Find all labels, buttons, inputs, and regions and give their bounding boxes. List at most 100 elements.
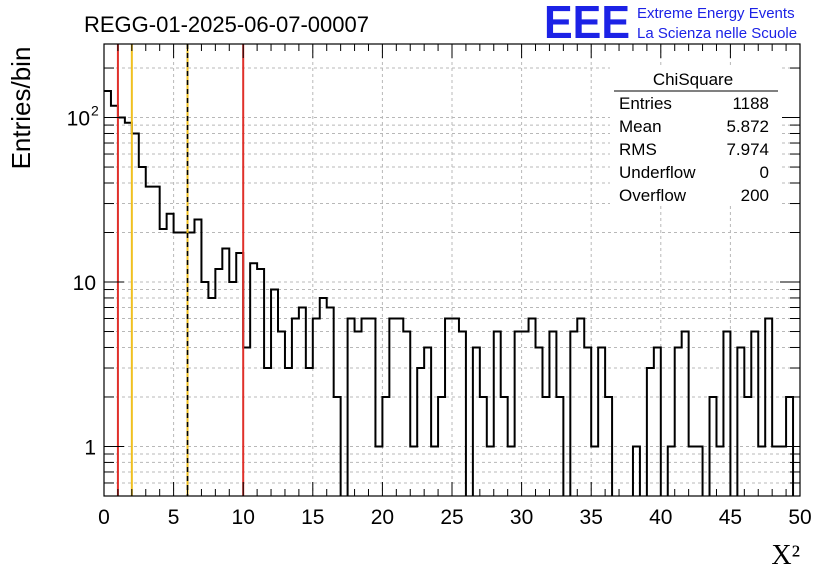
histogram-bin (222, 248, 229, 496)
y-tick-label: 10 (67, 108, 90, 131)
histogram-bin (194, 219, 201, 496)
x-axis: 0 5 10 15 20 25 30 35 40 45 50 (98, 44, 812, 529)
histogram-bin (647, 368, 654, 496)
cut-lines (116, 44, 245, 496)
histogram-bin (508, 446, 515, 496)
histogram-bin (515, 332, 522, 496)
histogram-bin (591, 446, 598, 496)
stats-value-rms: 7.974 (726, 140, 769, 159)
x-tick-label: 5 (168, 506, 180, 529)
x-tick-label: 20 (371, 506, 394, 529)
histogram-bin (299, 307, 306, 496)
stats-label-entries: Entries (619, 94, 672, 113)
y-axis-label: Entries/bin (6, 47, 36, 170)
stats-label-underflow: Underflow (619, 163, 696, 182)
histogram-bin (556, 397, 563, 496)
x-tick-label: 35 (580, 506, 603, 529)
stats-box: ChiSquare Entries 1188 Mean 5.872 RMS 7.… (610, 66, 782, 206)
histogram-bin (257, 269, 264, 496)
histogram-series (104, 90, 795, 496)
y-tick-label: 10 (73, 272, 96, 295)
histogram-bin (654, 347, 661, 496)
histogram-bin (188, 233, 195, 496)
x-tick-label: 40 (649, 506, 672, 529)
x-tick-label: 45 (719, 506, 742, 529)
x-tick-label: 25 (440, 506, 463, 529)
histogram-bin (779, 446, 786, 496)
histogram-bin (570, 332, 577, 496)
histogram-bin (501, 397, 508, 496)
histogram-bin (494, 332, 501, 496)
histogram-bin (668, 446, 675, 496)
histogram-bin (250, 263, 257, 496)
stats-value-mean: 5.872 (726, 117, 769, 136)
y-tick-label: 1 (84, 436, 96, 459)
histogram-bin (201, 282, 208, 496)
histogram-bin (438, 397, 445, 496)
histogram-bin (751, 332, 758, 496)
histogram-bin (675, 347, 682, 496)
stats-title: ChiSquare (653, 70, 733, 89)
histogram-bin (389, 319, 396, 496)
histogram-bin (723, 332, 730, 496)
stats-label-mean: Mean (619, 117, 662, 136)
histogram-bin (181, 233, 188, 496)
histogram-bin (605, 397, 612, 496)
histogram-bin (236, 253, 243, 496)
histogram-bin (417, 368, 424, 496)
logo-line-2: La Scienza nelle Scuole (637, 25, 797, 42)
histogram-bin (160, 229, 167, 496)
histogram-bin (431, 446, 438, 496)
histogram-bin (549, 332, 556, 496)
histogram-bin (327, 307, 334, 496)
histogram-bin (382, 397, 389, 496)
histogram-bin (737, 347, 744, 496)
x-axis-label: X² (771, 540, 800, 571)
histogram-bin (396, 319, 403, 496)
chart-title: REGG-01-2025-06-07-00007 (84, 12, 369, 37)
stats-label-overflow: Overflow (619, 186, 687, 205)
histogram-bin (306, 368, 313, 496)
histogram-bin (424, 347, 431, 496)
grid-lines (104, 44, 800, 496)
histogram-bin (292, 319, 299, 496)
histogram-bin (452, 319, 459, 496)
histogram-bin (264, 368, 271, 496)
histogram-bin (355, 332, 362, 496)
histogram-bin (689, 446, 696, 496)
histogram-bin (410, 446, 417, 496)
histogram-bin (403, 332, 410, 496)
histogram-bin (522, 332, 529, 496)
histogram-bin (487, 446, 494, 496)
histogram-bin (368, 319, 375, 496)
histogram-bin (229, 282, 236, 496)
stats-label-rms: RMS (619, 140, 657, 159)
histogram-bin (104, 91, 111, 496)
histogram-bin (542, 397, 549, 496)
histogram-bin (285, 368, 292, 496)
histogram-bin (313, 319, 320, 496)
histogram-bin (682, 332, 689, 496)
histogram-bin (598, 347, 605, 496)
stats-box-background (610, 66, 782, 206)
histogram-bin (584, 347, 591, 496)
histogram-outline (104, 90, 795, 496)
histogram-bin (243, 347, 250, 496)
x-tick-label: 30 (510, 506, 533, 529)
stats-value-underflow: 0 (760, 163, 769, 182)
histogram-bin (208, 298, 215, 496)
histogram-bin (334, 397, 341, 496)
x-tick-label: 0 (98, 506, 110, 529)
histogram-bin (480, 397, 487, 496)
histogram-bin (139, 167, 146, 496)
histogram-bin (772, 446, 779, 496)
x-tick-label: 15 (301, 506, 324, 529)
histogram-bin (132, 133, 139, 496)
histogram-bin (125, 123, 132, 496)
histogram-bin (215, 269, 222, 496)
histogram-bin (362, 319, 369, 496)
histogram-bin (174, 233, 181, 496)
